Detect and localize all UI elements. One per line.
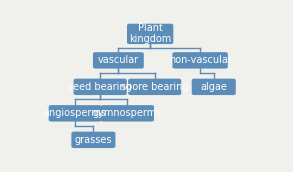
FancyBboxPatch shape (172, 52, 228, 69)
Text: algae: algae (200, 82, 227, 92)
FancyBboxPatch shape (192, 79, 236, 95)
Text: seed bearing: seed bearing (68, 82, 132, 92)
Text: non-vascular: non-vascular (169, 55, 231, 65)
Text: spore bearing: spore bearing (121, 82, 188, 92)
FancyBboxPatch shape (71, 132, 115, 148)
Text: gymnosperms: gymnosperms (93, 108, 162, 118)
FancyBboxPatch shape (128, 79, 181, 95)
Text: vascular: vascular (98, 55, 139, 65)
FancyBboxPatch shape (74, 79, 127, 95)
Text: grasses: grasses (75, 135, 112, 145)
FancyBboxPatch shape (101, 105, 154, 122)
Text: Plant
kingdom: Plant kingdom (129, 23, 171, 45)
FancyBboxPatch shape (49, 105, 102, 122)
FancyBboxPatch shape (127, 24, 173, 44)
Text: angiosperms: angiosperms (44, 108, 107, 118)
FancyBboxPatch shape (93, 52, 144, 69)
